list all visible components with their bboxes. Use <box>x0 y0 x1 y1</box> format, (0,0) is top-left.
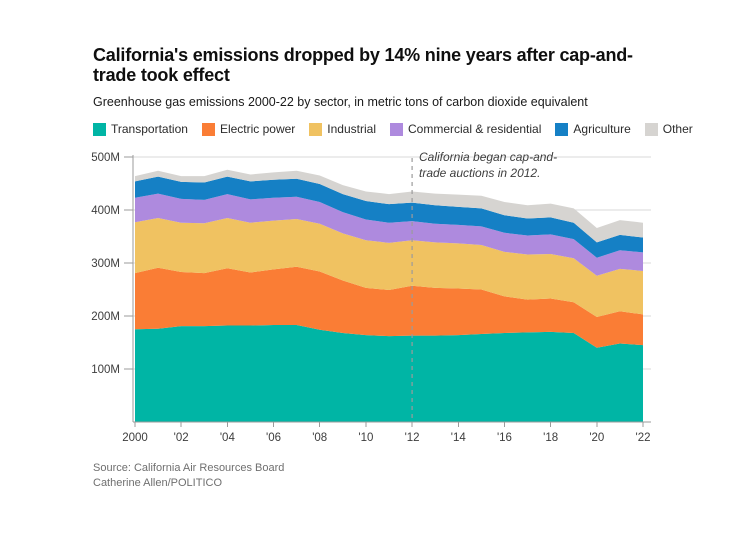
x-tick-label-2016: '16 <box>497 432 512 444</box>
x-tick-label-2018: '18 <box>543 432 558 444</box>
area-other <box>135 169 643 243</box>
legend-item-other: Other <box>644 122 693 136</box>
legend-label: Transportation <box>111 122 188 136</box>
x-tick-label-2014: '14 <box>451 432 467 444</box>
agriculture-swatch <box>555 122 569 136</box>
chart-title-line2: trade took effect <box>93 65 230 85</box>
area-industrial <box>135 217 643 318</box>
x-tick-label-2004: '04 <box>220 432 236 444</box>
y-tick-label-200M: 200M <box>91 311 120 323</box>
x-tick-label-2012: '12 <box>405 432 420 444</box>
legend-label: Other <box>662 122 693 136</box>
chart-legend: Transportation Electric power Industrial… <box>93 122 693 136</box>
legend-label: Agriculture <box>573 122 631 136</box>
industrial-swatch <box>309 122 323 136</box>
other-swatch <box>644 122 658 136</box>
annotation-line2: trade auctions in 2012. <box>419 166 541 180</box>
y-tick-label-500M: 500M <box>91 152 120 164</box>
legend-label: Electric power <box>219 122 296 136</box>
x-tick-label-2008: '08 <box>312 432 327 444</box>
x-tick-label-2020: '20 <box>589 432 604 444</box>
x-tick-label-2000: 2000 <box>122 432 148 444</box>
x-tick-label-2010: '10 <box>358 432 373 444</box>
x-tick-label-2022: '22 <box>636 432 651 444</box>
legend-item-transportation: Transportation <box>93 122 188 136</box>
y-tick-label-400M: 400M <box>91 205 120 217</box>
y-tick-label-300M: 300M <box>91 258 120 270</box>
legend-label: Industrial <box>327 122 376 136</box>
legend-item-electric-power: Electric power <box>201 122 296 136</box>
legend-item-agriculture: Agriculture <box>555 122 631 136</box>
legend-label: Commercial & residential <box>408 122 542 136</box>
chart-title-line1: California's emissions dropped by 14% ni… <box>93 45 633 65</box>
electric-power-swatch <box>201 122 215 136</box>
area-commercial-residential <box>135 193 643 276</box>
chart-subtitle: Greenhouse gas emissions 2000-22 by sect… <box>93 95 588 109</box>
area-transportation <box>135 325 643 422</box>
legend-item-commercial-residential: Commercial & residential <box>390 122 541 136</box>
area-agriculture <box>135 176 643 258</box>
area-electric-power <box>135 266 643 348</box>
chart-header: California's emissions dropped by 14% ni… <box>93 45 693 110</box>
cap-and-trade-annotation: California began cap-and- trade auctions… <box>419 149 609 181</box>
source-line: Source: California Air Resources Board <box>93 462 285 474</box>
chart-title: California's emissions dropped by 14% ni… <box>93 45 693 85</box>
commercial-residential-swatch <box>390 122 403 136</box>
credit-line: Catherine Allen/POLITICO <box>93 477 223 489</box>
x-tick-label-2006: '06 <box>266 432 281 444</box>
transportation-swatch <box>93 122 106 136</box>
chart-footer: Source: California Air Resources Board C… <box>93 461 284 491</box>
legend-item-industrial: Industrial <box>309 122 376 136</box>
y-tick-label-100M: 100M <box>91 364 120 376</box>
annotation-line1: California began cap-and- <box>419 150 558 164</box>
x-tick-label-2002: '02 <box>174 432 189 444</box>
